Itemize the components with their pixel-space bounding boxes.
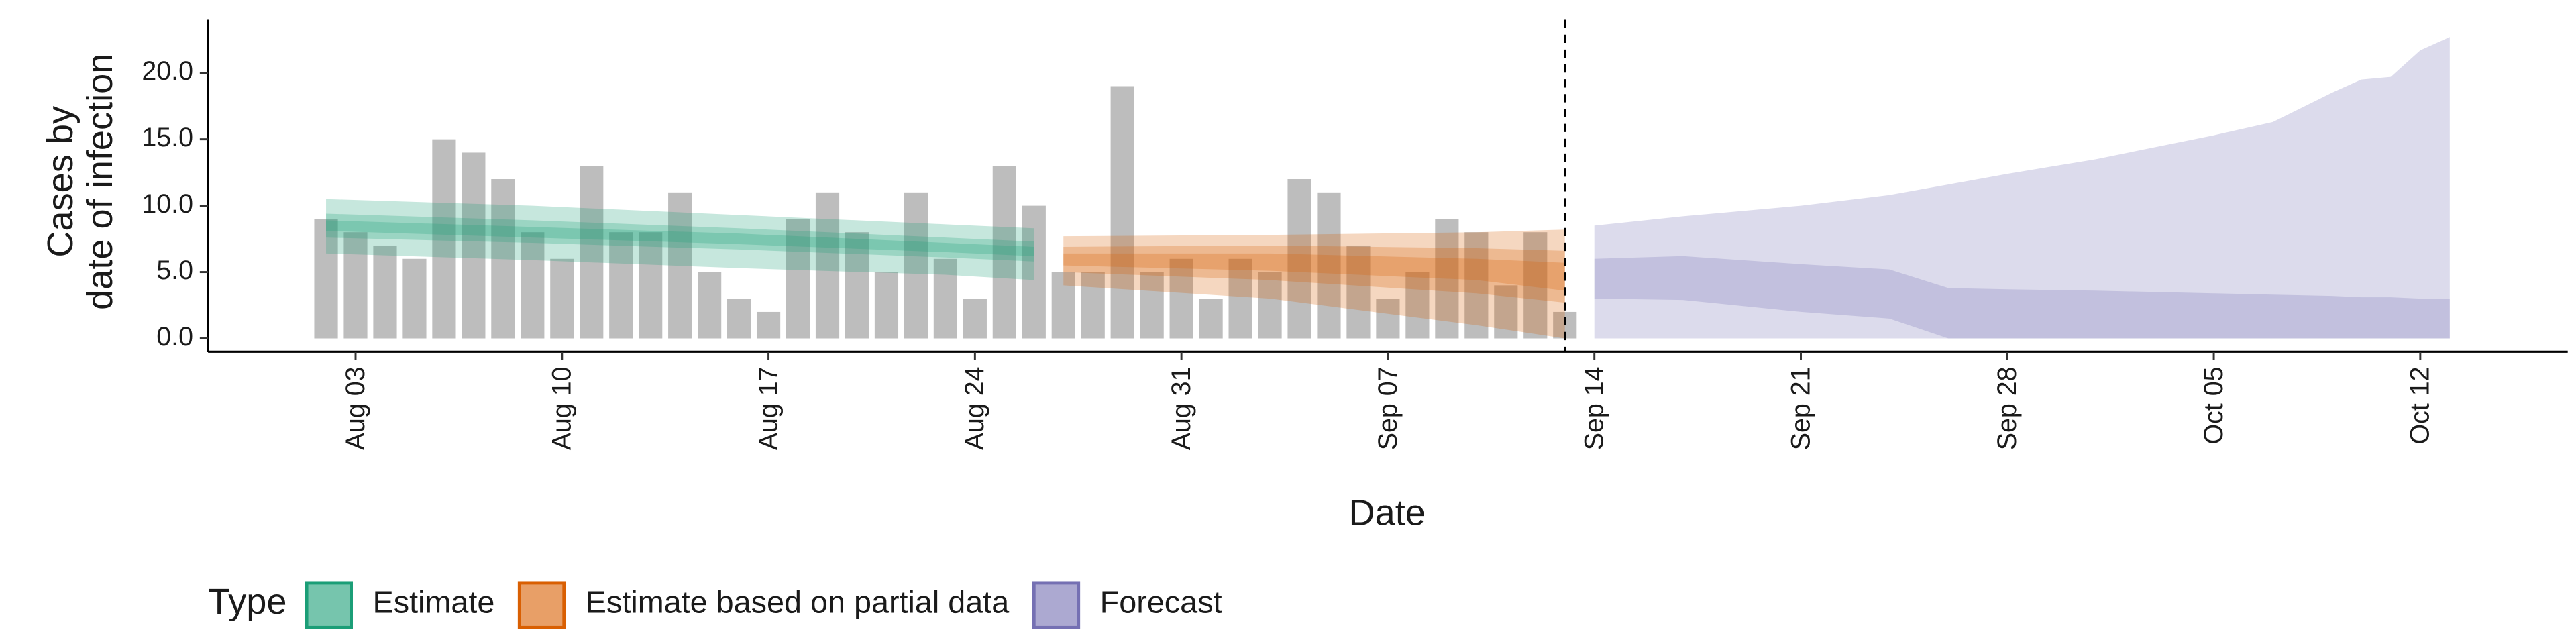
bar	[609, 232, 633, 339]
bar	[845, 232, 869, 339]
bar	[1258, 272, 1282, 339]
x-tick-label: Sep 28	[1992, 366, 2022, 450]
bar	[756, 311, 781, 339]
x-tick-label: Oct 05	[2199, 366, 2229, 444]
bar	[1346, 245, 1371, 339]
x-tick-label: Aug 17	[753, 366, 783, 450]
bar	[1287, 179, 1311, 339]
bar	[1140, 272, 1164, 339]
y-tick-label: 20.0	[142, 56, 193, 86]
y-axis-title: Cases by	[40, 106, 80, 258]
y-axis-title: date of infection	[80, 54, 120, 310]
legend-key	[305, 581, 353, 629]
ribbon	[1594, 37, 2450, 339]
bar	[904, 192, 928, 339]
ribbon	[1063, 253, 1565, 291]
ribbon	[326, 220, 1034, 256]
bar	[639, 232, 663, 339]
bar	[402, 258, 427, 339]
bar	[462, 152, 486, 339]
bar	[1110, 86, 1134, 339]
legend-key	[1032, 581, 1081, 629]
ribbon	[1594, 256, 2450, 339]
x-tick-label: Aug 31	[1167, 366, 1196, 450]
x-tick-label: Sep 14	[1580, 366, 1609, 450]
bar	[874, 272, 899, 339]
bar	[491, 179, 515, 339]
bar	[1435, 219, 1459, 339]
ribbon	[1063, 245, 1565, 303]
x-tick-label: Sep 07	[1373, 366, 1403, 450]
bar	[786, 219, 810, 339]
ribbon	[326, 213, 1034, 262]
plot-area	[314, 37, 2450, 339]
y-tick-label: 10.0	[142, 189, 193, 219]
y-tick-label: 15.0	[142, 123, 193, 152]
bar	[815, 192, 840, 339]
ribbon	[326, 199, 1034, 280]
bar	[314, 219, 338, 339]
bar	[580, 166, 604, 339]
legend: Type Estimate Estimate based on partial da…	[208, 581, 1222, 629]
bar	[1376, 299, 1400, 339]
legend-label: Forecast	[1100, 584, 1222, 619]
bar	[1169, 258, 1193, 339]
legend-key	[517, 581, 566, 629]
x-tick-label: Aug 10	[547, 366, 577, 450]
bar	[1081, 272, 1105, 339]
x-tick-label: Aug 24	[960, 366, 989, 450]
bar	[343, 232, 368, 339]
bar	[668, 192, 692, 339]
bar	[1405, 272, 1430, 339]
bar	[432, 139, 456, 339]
legend-label: Estimate based on partial data	[586, 584, 1010, 619]
bar	[1317, 192, 1341, 339]
bar	[1199, 299, 1223, 339]
x-tick-label: Aug 03	[341, 366, 370, 450]
x-tick-label: Sep 21	[1786, 366, 1815, 450]
bar	[727, 299, 751, 339]
bar	[992, 166, 1016, 339]
bar	[1051, 272, 1075, 339]
bar	[1494, 285, 1518, 339]
bar	[1022, 205, 1046, 339]
bar	[698, 272, 722, 339]
ribbon	[1063, 229, 1565, 339]
y-tick-label: 0.0	[156, 322, 193, 352]
legend-title: Type	[208, 582, 286, 622]
bar	[373, 245, 397, 339]
x-tick-label: Oct 12	[2406, 366, 2435, 444]
bar	[550, 258, 574, 339]
bar	[1228, 258, 1252, 339]
bar	[1523, 232, 1548, 339]
bar	[933, 258, 957, 339]
x-axis-title: Date	[1349, 492, 1426, 533]
bar	[963, 299, 987, 339]
bar	[521, 232, 545, 339]
y-tick-label: 5.0	[156, 256, 193, 285]
bar	[1464, 232, 1489, 339]
legend-label: Estimate	[373, 584, 495, 619]
